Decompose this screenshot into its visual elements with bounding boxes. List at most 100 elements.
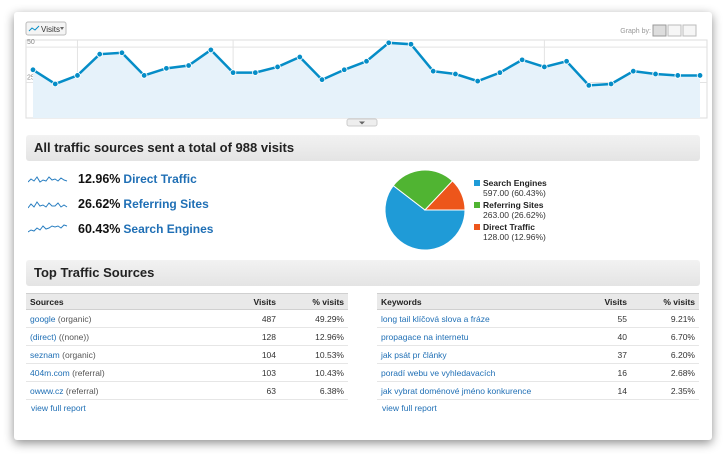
- number-cell: 63: [212, 381, 280, 400]
- visits-point: [674, 72, 681, 79]
- legend-name: Referring Sites: [483, 200, 544, 210]
- row-link[interactable]: google: [30, 313, 56, 324]
- visits-point: [274, 63, 281, 71]
- number-cell: 2.35%: [631, 381, 699, 400]
- number-cell: 487: [212, 309, 280, 328]
- visits-point: [96, 50, 103, 58]
- sparkline-path: [27, 175, 68, 183]
- name-cell: jak vybrat doménové jméno konkurence: [377, 381, 563, 400]
- number-cell: 10.53%: [280, 345, 348, 364]
- y-tick-label: 50: [27, 39, 35, 46]
- summary-header: All traffic sources sent a total of 988 …: [26, 135, 700, 161]
- sparkline-path: [27, 200, 68, 209]
- number-cell: 10.43%: [280, 363, 348, 382]
- row-link[interactable]: 404m.com: [30, 367, 70, 378]
- source-percent: 26.62%: [78, 197, 121, 211]
- visits-point: [229, 69, 237, 76]
- visits-point: [518, 56, 526, 64]
- row-link[interactable]: (direct): [30, 331, 57, 342]
- visits-point: [363, 58, 370, 65]
- graph-by-day[interactable]: [652, 24, 667, 37]
- row-link[interactable]: seznam: [30, 349, 60, 360]
- name-cell: 404m.com (referral): [26, 363, 212, 382]
- row-link[interactable]: long tail klíčová slova a fráze: [381, 313, 490, 324]
- source-link[interactable]: Referring Sites: [123, 197, 209, 211]
- table-row: (direct) ((none)) 128 12.96%: [26, 327, 348, 346]
- table-row: google (organic) 487 49.29%: [26, 309, 348, 328]
- view-full-report[interactable]: view full report: [382, 403, 437, 413]
- visits-area: [33, 42, 700, 118]
- metric-label: Visits: [41, 25, 60, 34]
- dashboard-card: Visits Graph by: 2550Oct 3Oct 10Oct 17Oc…: [14, 12, 712, 440]
- visits-point: [452, 70, 459, 78]
- medium: (organic): [57, 313, 92, 324]
- visits-point: [496, 69, 504, 76]
- source-link[interactable]: Direct Traffic: [123, 172, 197, 186]
- visits-point: [430, 68, 437, 75]
- column-header: % visits: [631, 293, 699, 310]
- source-percent: 60.43%: [78, 222, 121, 236]
- visits-point: [29, 66, 37, 73]
- visits-point: [585, 82, 593, 89]
- column-header: Visits: [212, 293, 280, 310]
- number-cell: 16: [563, 363, 631, 382]
- table-row: poradí webu ve vyhledavacích 16 2.68%: [377, 363, 699, 382]
- name-cell: long tail klíčová slova a fráze: [377, 309, 563, 328]
- keywords-table: Keywords Visits% visits long tail klíčová …: [377, 293, 699, 400]
- graph-by-month[interactable]: [682, 24, 697, 37]
- visits-point: [163, 65, 170, 72]
- metric-dropdown[interactable]: [25, 21, 67, 36]
- legend-value: 597.00 (60.43%): [483, 188, 546, 198]
- visits-point: [341, 66, 348, 73]
- name-cell: seznam (organic): [26, 345, 212, 364]
- y-tick-label: 25: [27, 75, 35, 82]
- number-cell: 9.21%: [631, 309, 699, 328]
- source-item: 26.62% Referring Sites: [27, 195, 209, 213]
- visits-point: [407, 41, 415, 48]
- visits-point: [296, 53, 303, 61]
- header-row: Keywords Visits% visits: [377, 293, 699, 310]
- visits-point: [630, 68, 637, 75]
- number-cell: 2.68%: [631, 363, 699, 382]
- column-header: Keywords: [377, 293, 563, 310]
- number-cell: 14: [563, 381, 631, 400]
- visits-point: [207, 46, 215, 54]
- number-cell: 37: [563, 345, 631, 364]
- view-full-report[interactable]: view full report: [31, 403, 86, 413]
- pie-slice: [392, 169, 454, 211]
- legend-swatch: [474, 224, 480, 230]
- row-link[interactable]: jak psát pr články: [381, 349, 447, 360]
- number-cell: 6.70%: [631, 327, 699, 346]
- row-link[interactable]: owww.cz: [30, 385, 64, 396]
- visits-point: [652, 70, 659, 78]
- pie-slice: [423, 180, 466, 211]
- row-link[interactable]: jak vybrat doménové jméno konkurence: [381, 385, 532, 396]
- number-cell: 6.20%: [631, 345, 699, 364]
- visits-point: [318, 76, 326, 83]
- medium: (organic): [62, 349, 96, 360]
- table-row: owww.cz (referral) 63 6.38%: [26, 381, 348, 400]
- column-header: % visits: [280, 293, 348, 310]
- sparkline: [27, 175, 68, 183]
- table-row: jak vybrat doménové jméno konkurence 14 2.…: [377, 381, 699, 400]
- dropdown-arrow: [60, 27, 64, 30]
- number-cell: 55: [563, 309, 631, 328]
- legend-name: Direct Traffic: [483, 222, 535, 232]
- row-link[interactable]: poradí webu ve vyhledavacích: [381, 367, 496, 378]
- top-sources-header: Top Traffic Sources: [26, 260, 700, 286]
- graph-by-week[interactable]: [667, 24, 682, 37]
- row-link[interactable]: propagace na internetu: [381, 331, 469, 342]
- metric-icon: [28, 25, 40, 32]
- sparkline: [27, 224, 68, 233]
- collapse-arrow: [359, 121, 365, 125]
- source-percent: 12.96%: [78, 172, 121, 186]
- name-cell: (direct) ((none)): [26, 327, 212, 346]
- legend-name: Search Engines: [483, 178, 547, 188]
- name-cell: jak psát pr články: [377, 345, 563, 364]
- visits-point: [140, 72, 148, 79]
- header-row: Sources Visits% visits: [26, 293, 348, 310]
- name-cell: google (organic): [26, 309, 212, 328]
- source-link[interactable]: Search Engines: [123, 222, 214, 236]
- name-cell: poradí webu ve vyhledavacích: [377, 363, 563, 382]
